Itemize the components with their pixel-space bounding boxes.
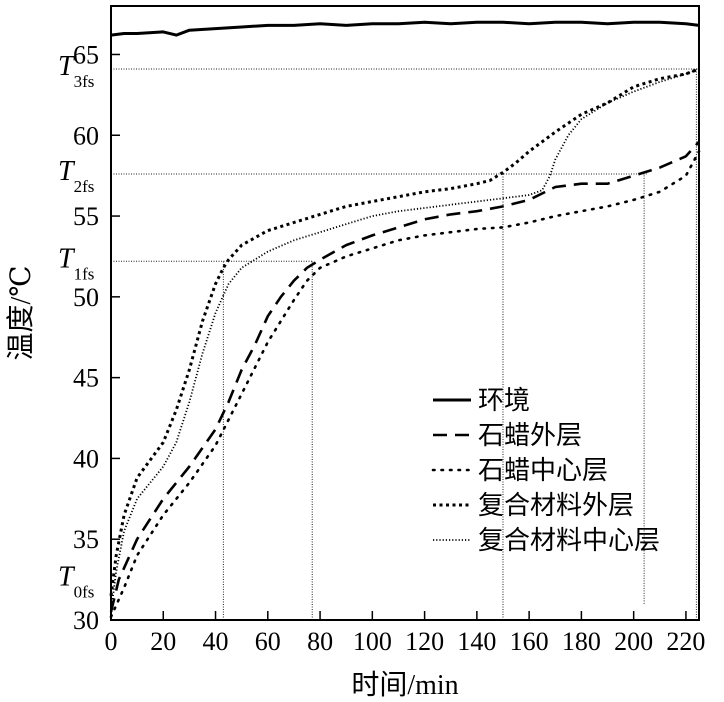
x-axis-title: 时间/min [351,669,458,701]
y-tick-label: 35 [73,525,99,554]
legend-label: 复合材料中心层 [478,526,660,555]
series-lines [109,20,701,619]
x-tick-label: 140 [457,627,496,656]
series-line-1 [110,20,700,37]
y-tick-label: 45 [73,364,99,393]
legend-label: 石蜡外层 [478,421,582,450]
legend-label: 环境 [478,386,530,415]
x-tick-label: 160 [510,627,549,656]
x-tick-label: 120 [405,627,444,656]
y-axis: 30 35 40 45 50 55 60 65 [73,40,120,635]
x-tick-label: 60 [255,627,281,656]
y-tick-label: 40 [73,444,99,473]
x-tick-label: 20 [150,627,176,656]
y-tick-label: 65 [73,40,99,69]
x-tick-label: 220 [666,627,705,656]
x-tick-label: 80 [307,627,333,656]
x-axis: 0 20 40 60 80 100 120 140 160 180 200 220 [105,611,705,656]
series-line-2 [109,140,700,613]
y-tick-label: 60 [73,121,99,150]
reference-lines [111,68,699,620]
x-tick-label: 40 [203,627,229,656]
legend-label: 复合材料外层 [478,491,634,520]
x-tick-label: 0 [105,627,118,656]
y-tick-label: 55 [73,202,99,231]
legend-label: 石蜡中心层 [478,456,608,485]
temperature-marker-labels: T0fs T1fs T2fs T3fs [58,51,94,602]
y-tick-label: 30 [73,606,99,635]
y-tick-label: 50 [73,283,99,312]
temperature-marker-label: T1fs [58,243,94,283]
x-tick-label: 180 [562,627,601,656]
x-tick-label: 200 [614,627,653,656]
series-line-3 [109,150,701,619]
series-line-5 [110,68,700,613]
temperature-marker-label: T3fs [58,51,94,91]
y-axis-title: 温度/℃ [5,265,37,360]
temperature-marker-label: T0fs [58,562,94,602]
plot-frame [110,5,700,621]
x-tick-label: 100 [353,627,392,656]
temperature-marker-label: T2fs [58,156,94,196]
